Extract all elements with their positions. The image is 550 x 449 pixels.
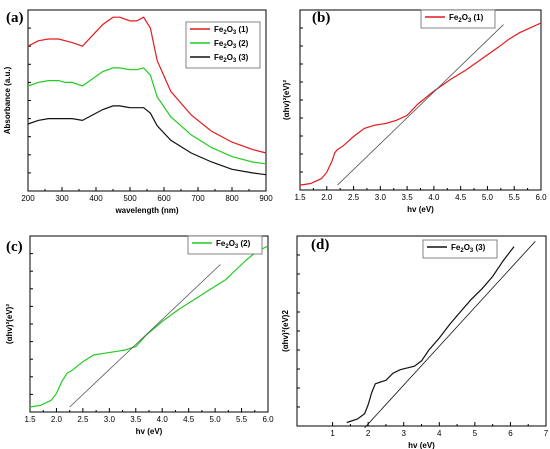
x-tick-label: 4 <box>437 429 442 438</box>
x-tick-label: 5.0 <box>210 415 222 424</box>
legend-box <box>420 9 496 29</box>
x-tick-label: 2.5 <box>77 415 89 424</box>
x-tick-label: 5 <box>473 429 478 438</box>
x-tick-label: 800 <box>225 194 239 203</box>
x-tick-label: 6 <box>508 429 513 438</box>
x-tick-label: 3 <box>401 429 406 438</box>
panel-label: (c) <box>6 239 23 255</box>
series-line <box>27 16 267 154</box>
x-tick-label: 1.5 <box>24 415 36 424</box>
x-tick-label: 5.5 <box>236 415 248 424</box>
x-tick-label: 5.0 <box>482 193 494 202</box>
legend-entry: Fe2O3 (1) <box>214 25 249 36</box>
x-axis-label: hv (eV) <box>136 427 163 436</box>
x-tick-label: 2.0 <box>51 415 63 424</box>
x-axis-label: wavelength (nm) <box>114 206 178 215</box>
legend-entry: Fe2O3 (3) <box>214 53 249 64</box>
legend: Fe2O3 (3) <box>422 239 498 259</box>
plot-frame <box>296 235 547 427</box>
y-axis-label: Absorbance (a.u.) <box>3 66 12 134</box>
plot-frame <box>29 235 269 413</box>
y-axis-label: (αhv)²(eV)² <box>5 304 14 344</box>
series-line <box>299 22 542 186</box>
series-line <box>27 67 267 165</box>
chart-panel-a: 200 300 400 500 600 700 800 900 wavelength (nm) A… <box>3 9 273 215</box>
x-tick-label: 600 <box>157 194 171 203</box>
x-tick-label: 3.5 <box>130 415 142 424</box>
chart-panel-b: 1.5 2.0 2.5 3.0 3.5 4.0 4.5 5.0 5.5 6.0 hv (eV) (αh… <box>282 9 547 214</box>
chart-panel-d: 1 2 3 4 5 6 7 hv (eV) (αhv)²(eV)2 (d) Fe2O3 (3) <box>281 235 549 449</box>
legend-entry: Fe2O3 (2) <box>216 239 251 250</box>
y-axis-label: (αhv)²(eV)² <box>282 80 291 120</box>
linear-fit-line <box>364 241 536 429</box>
series-line <box>346 246 515 424</box>
legend-entry: Fe2O3 (2) <box>214 39 249 50</box>
x-tick-label: 1 <box>330 429 335 438</box>
legend: Fe2O3 (2) <box>187 235 263 255</box>
x-tick-label: 2.5 <box>348 193 360 202</box>
legend-entry: Fe2O3 (3) <box>451 243 486 254</box>
x-tick-label: 4.5 <box>183 415 195 424</box>
x-tick-label: 700 <box>191 194 205 203</box>
x-tick-label: 2 <box>366 429 371 438</box>
x-tick-label: 4.0 <box>157 415 169 424</box>
legend-box <box>422 239 498 259</box>
panel-label: (d) <box>311 237 329 253</box>
linear-fit-line <box>69 264 221 408</box>
series-line <box>27 105 267 176</box>
x-tick-label: 6.0 <box>262 415 274 424</box>
x-tick-label: 5.5 <box>509 193 521 202</box>
legend-box <box>187 235 263 255</box>
x-tick-label: 3.0 <box>104 415 116 424</box>
x-tick-label: 4.0 <box>428 193 440 202</box>
series-line <box>29 245 269 408</box>
x-tick-label: 300 <box>55 194 69 203</box>
panel-label: (a) <box>6 10 24 26</box>
x-tick-label: 400 <box>89 194 103 203</box>
linear-fit-line <box>337 24 504 186</box>
x-tick-label: 200 <box>21 194 35 203</box>
x-tick-label: 3.0 <box>375 193 387 202</box>
legend: Fe2O3 (1) <box>420 9 496 29</box>
legend-entry: Fe2O3 (1) <box>449 13 484 24</box>
x-tick-label: 1.5 <box>294 193 306 202</box>
x-tick-label: 4.5 <box>455 193 467 202</box>
y-axis-label: (αhv)²(eV)2 <box>281 310 290 352</box>
x-tick-label: 7 <box>544 429 549 438</box>
x-tick-label: 3.5 <box>402 193 414 202</box>
chart-panel-c: 1.5 2.0 2.5 3.0 3.5 4.0 4.5 5.0 5.5 6.0 hv (eV) (αh… <box>5 235 274 436</box>
x-axis-label: hv (eV) <box>407 205 434 214</box>
x-tick-label: 500 <box>123 194 137 203</box>
plot-frame <box>299 9 542 191</box>
x-tick-label: 2.0 <box>321 193 333 202</box>
panel-label: (b) <box>312 10 330 26</box>
legend: Fe2O3 (1) Fe2O3 (2) Fe2O3 (3) <box>185 21 261 69</box>
x-axis-label: hv (eV) <box>408 441 435 449</box>
x-tick-label: 900 <box>259 194 273 203</box>
x-tick-label: 6.0 <box>535 193 547 202</box>
